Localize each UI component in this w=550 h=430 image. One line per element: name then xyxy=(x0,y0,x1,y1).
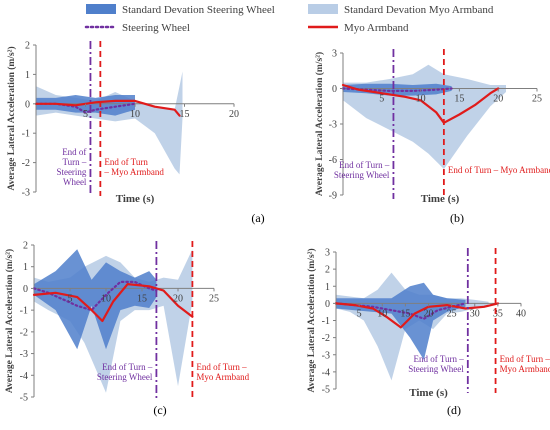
legend-swatch xyxy=(86,4,116,14)
x-tick-label: 35 xyxy=(493,308,503,319)
panel-label: (c) xyxy=(153,403,166,417)
marker-label: End of Turn – Myo Armband xyxy=(500,354,550,374)
y-tick-label: -2 xyxy=(322,333,330,344)
y-tick-label: 1 xyxy=(325,282,330,293)
x-tick-label: 20 xyxy=(173,293,183,304)
y-tick-label: -1 xyxy=(20,306,28,317)
x-tick-label: 25 xyxy=(447,308,457,319)
marker-label: End of Turn – Myo Armband xyxy=(196,362,249,382)
y-tick-label: -3 xyxy=(22,188,30,199)
x-tick-label: 5 xyxy=(83,109,88,120)
legend-item-standard-devation-myo-armband: Standard Devation Myo Armband xyxy=(308,4,494,16)
band-standard-devation-myo-armband xyxy=(343,64,506,169)
x-tick-label: 15 xyxy=(400,308,410,319)
y-tick-label: 1 xyxy=(23,262,28,273)
y-tick-label: 2 xyxy=(325,265,330,276)
y-tick-label: 2 xyxy=(25,41,30,52)
x-tick-label: 10 xyxy=(101,293,111,304)
x-tick-label: 10 xyxy=(377,308,387,319)
panel-label: (a) xyxy=(251,211,264,225)
y-tick-label: -5 xyxy=(20,393,28,404)
x-tick-label: 20 xyxy=(424,308,434,319)
y-axis-title: Average Lateral Acceleration (m/s²) xyxy=(4,249,15,393)
y-tick-label: -1 xyxy=(322,316,330,327)
y-tick-label: -5 xyxy=(322,385,330,396)
series-myo-armband xyxy=(334,302,499,329)
series-myo-armband xyxy=(32,283,194,323)
y-tick-label: 0 xyxy=(25,99,30,110)
y-tick-label: 1 xyxy=(25,70,30,81)
y-tick-label: 0 xyxy=(332,84,337,95)
x-tick-label: 5 xyxy=(357,308,362,319)
legend-item-myo-armband: Myo Armband xyxy=(308,22,409,34)
x-tick-label: 25 xyxy=(532,94,542,105)
marker-label: End of Turn – Steering Wheel xyxy=(408,354,464,374)
x-tick-label: 20 xyxy=(229,109,239,120)
legend-label: Myo Armband xyxy=(344,22,409,34)
marker-label: End of Turn – Steering Wheel xyxy=(97,362,153,382)
y-tick-label: -2 xyxy=(20,327,28,338)
y-axis-title: Average Lateral Acceleration (m/s²) xyxy=(314,52,325,196)
y-axis-title: Average Lateral Acceleration (m/s²) xyxy=(306,248,317,392)
panel-label: (b) xyxy=(450,211,464,225)
y-tick-label: 2 xyxy=(23,241,28,252)
x-axis-title: Time (s) xyxy=(116,193,155,205)
marker-label: End of Turn – Myo Armband xyxy=(103,157,164,177)
y-tick-label: -1 xyxy=(22,129,30,140)
band-standard-devation-steering-wheel xyxy=(34,249,157,350)
x-tick-label: 10 xyxy=(130,109,140,120)
x-tick-label: 15 xyxy=(454,94,464,105)
panel-b: 3 0 -3 -6 -9 5 10 15 20 25 End of Turn – Steering W… xyxy=(314,49,550,226)
panel-label: (d) xyxy=(447,403,461,417)
band-standard-devation-steering-wheel xyxy=(336,282,466,360)
marker-label: End of Turn – Myo Armband xyxy=(448,165,550,175)
x-tick-label: 10 xyxy=(416,94,426,105)
legend-item-steering-wheel: Steering Wheel xyxy=(84,22,190,34)
y-tick-label: -6 xyxy=(329,155,337,166)
y-tick-label: 0 xyxy=(23,284,28,295)
legend-label: Standard Devation Steering Wheel xyxy=(122,4,275,16)
series-myo-armband xyxy=(341,83,500,124)
y-tick-label: -2 xyxy=(22,158,30,169)
band-standard-devation-myo-armband xyxy=(36,71,183,175)
y-tick-label: -4 xyxy=(322,367,330,378)
marker-label: End of Turn – Steering Wheel xyxy=(56,147,86,187)
y-tick-label: 0 xyxy=(325,299,330,310)
y-axis-title: Average Lateral Acceleration (m/s²) xyxy=(6,46,17,190)
y-tick-label: -3 xyxy=(20,349,28,360)
x-tick-label: 25 xyxy=(209,293,219,304)
y-tick-label: -3 xyxy=(322,350,330,361)
x-tick-label: 40 xyxy=(516,308,526,319)
y-tick-label: -3 xyxy=(329,120,337,131)
y-tick-label: 3 xyxy=(332,49,337,60)
x-tick-label: 15 xyxy=(180,109,190,120)
legend-label: Standard Devation Myo Armband xyxy=(344,4,494,16)
x-tick-label: 20 xyxy=(493,94,503,105)
y-tick-label: -4 xyxy=(20,371,28,382)
x-tick-label: 5 xyxy=(68,293,73,304)
y-tick-label: -9 xyxy=(329,191,337,202)
legend-label: Steering Wheel xyxy=(122,22,190,34)
band-standard-devation-steering-wheel xyxy=(343,83,452,96)
series-steering-wheel xyxy=(32,280,158,312)
y-tick-label: 3 xyxy=(325,248,330,259)
marker-label: End of Turn – Steering Wheel xyxy=(334,160,390,180)
x-tick-label: 30 xyxy=(470,308,480,319)
x-axis-title: Time (s) xyxy=(421,193,460,205)
x-axis-title: Time (s) xyxy=(409,387,448,399)
legend: Standard Devation Steering Wheel Standard… xyxy=(84,4,494,34)
x-tick-label: 15 xyxy=(137,293,147,304)
legend-swatch xyxy=(308,4,338,14)
series-myo-armband xyxy=(34,99,181,117)
x-tick-label: 5 xyxy=(379,94,384,105)
legend-item-standard-devation-steering-wheel: Standard Devation Steering Wheel xyxy=(86,4,275,16)
